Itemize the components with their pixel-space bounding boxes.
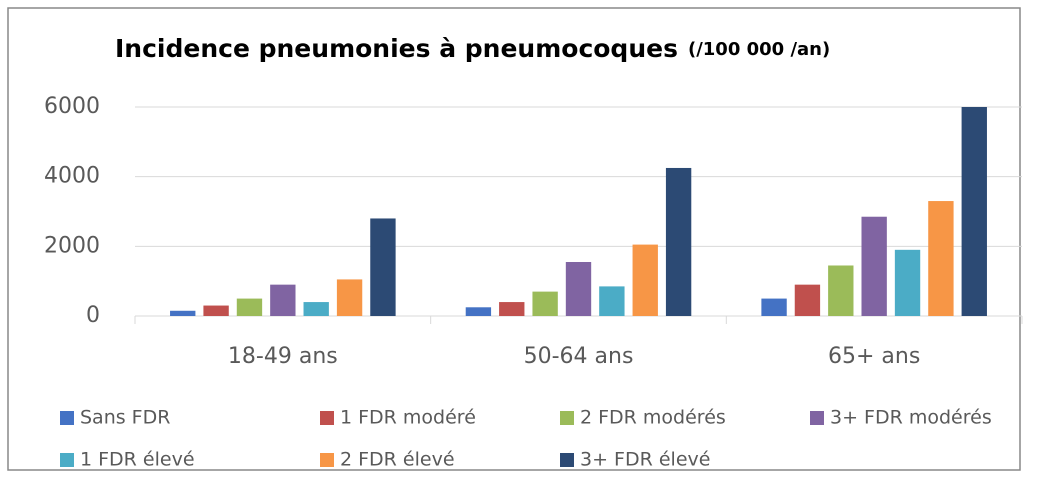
chart-title-group: Incidence pneumonies à pneumocoques (/100…: [115, 34, 830, 63]
chart-border: [7, 7, 1021, 471]
chart-subtitle: (/100 000 /an): [688, 39, 830, 60]
legend-label: 2 FDR modérés: [580, 407, 726, 429]
bar: [303, 302, 329, 316]
legend-label: 3+ FDR élevé: [580, 449, 710, 471]
bar: [203, 305, 229, 316]
bar: [828, 265, 854, 316]
chart-title: Incidence pneumonies à pneumocoques: [115, 34, 678, 63]
bar: [632, 244, 658, 316]
bar: [532, 291, 558, 316]
bar: [961, 107, 987, 316]
legend-swatch: [60, 411, 74, 425]
bar: [794, 284, 821, 316]
bar: [236, 298, 263, 316]
bar: [499, 302, 525, 316]
bar: [861, 216, 887, 316]
y-tick-label: 2000: [44, 233, 100, 258]
bar: [170, 310, 196, 316]
bar: [465, 307, 492, 316]
legend-swatch: [320, 453, 334, 467]
legend-swatch: [560, 411, 574, 425]
y-tick-label: 0: [86, 303, 100, 328]
legend-swatch: [560, 453, 574, 467]
bar: [928, 201, 954, 316]
y-tick-label: 6000: [44, 94, 100, 119]
bar: [565, 262, 592, 316]
x-tick-label: 50-64 ans: [524, 344, 634, 369]
x-tick-label: 18-49 ans: [228, 344, 338, 369]
legend-label: 2 FDR élevé: [340, 449, 455, 471]
legend-label: 3+ FDR modérés: [830, 407, 992, 429]
legend-label: 1 FDR modéré: [340, 407, 476, 429]
bar: [270, 284, 296, 316]
y-tick-label: 4000: [44, 164, 100, 189]
bar: [599, 286, 625, 316]
x-tick-label: 65+ ans: [828, 344, 920, 369]
legend-swatch: [60, 453, 74, 467]
legend-swatch: [320, 411, 334, 425]
legend-swatch: [810, 411, 824, 425]
bar: [894, 249, 921, 316]
legend-label: 1 FDR élevé: [80, 449, 195, 471]
bar: [370, 218, 396, 316]
bar: [665, 167, 692, 316]
bar: [761, 298, 787, 316]
bar: [336, 279, 363, 316]
legend-label: Sans FDR: [80, 407, 170, 429]
